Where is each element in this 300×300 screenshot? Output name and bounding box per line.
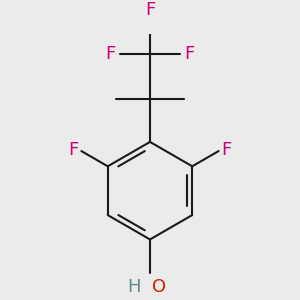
Text: F: F: [184, 44, 194, 62]
Text: F: F: [222, 140, 232, 158]
Text: O: O: [152, 278, 166, 296]
Text: F: F: [106, 44, 116, 62]
Text: H: H: [128, 278, 141, 296]
Text: F: F: [68, 140, 78, 158]
Text: F: F: [145, 1, 155, 19]
